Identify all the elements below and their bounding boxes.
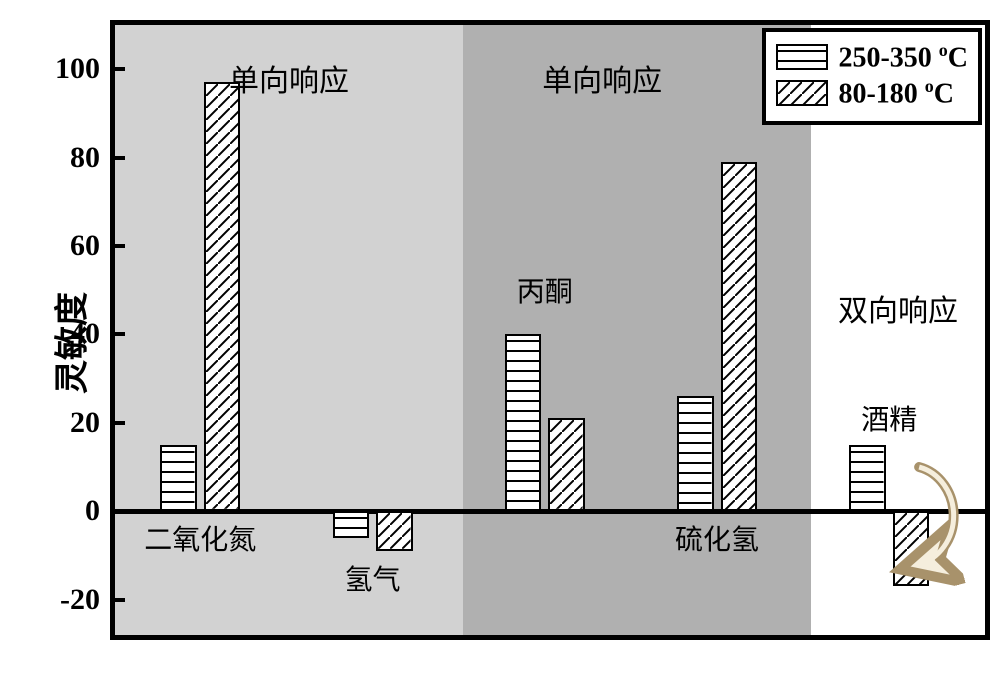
ytick-label: 80 xyxy=(70,141,100,175)
ytick-label: 40 xyxy=(70,317,100,351)
ytick-label: 20 xyxy=(70,406,100,440)
legend-swatch-horiz xyxy=(776,44,828,70)
legend-label-1: 80-180 oC xyxy=(838,76,954,110)
legend-swatch-diag xyxy=(776,80,828,106)
chart-container: 灵敏度 -20020406080100 单向响应单向响应双向响应 二氧化氮氢气丙… xyxy=(10,10,1000,675)
legend-label-0: 250-350 oC xyxy=(838,40,968,74)
ytick-label: 100 xyxy=(55,52,100,86)
ytick-label: -20 xyxy=(60,583,100,617)
ytick-label: 60 xyxy=(70,229,100,263)
plot-area: 单向响应单向响应双向响应 二氧化氮氢气丙酮硫化氢酒精 250-350 oC 80… xyxy=(110,20,990,640)
legend: 250-350 oC 80-180 oC xyxy=(762,28,982,125)
legend-item-0: 250-350 oC xyxy=(776,40,968,74)
ytick-label: 0 xyxy=(85,494,100,528)
legend-item-1: 80-180 oC xyxy=(776,76,968,110)
